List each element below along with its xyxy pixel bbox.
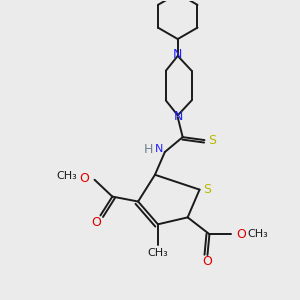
Text: O: O xyxy=(202,256,212,268)
Text: S: S xyxy=(208,134,217,147)
Text: O: O xyxy=(80,172,90,185)
Text: CH₃: CH₃ xyxy=(148,248,168,258)
Text: H: H xyxy=(144,142,153,155)
Text: N: N xyxy=(173,48,182,62)
Text: O: O xyxy=(236,228,246,241)
Text: N: N xyxy=(154,144,163,154)
Text: N: N xyxy=(174,110,183,123)
Text: CH₃: CH₃ xyxy=(247,229,268,239)
Text: O: O xyxy=(92,216,101,229)
Text: CH₃: CH₃ xyxy=(56,171,77,181)
Text: S: S xyxy=(203,183,211,196)
